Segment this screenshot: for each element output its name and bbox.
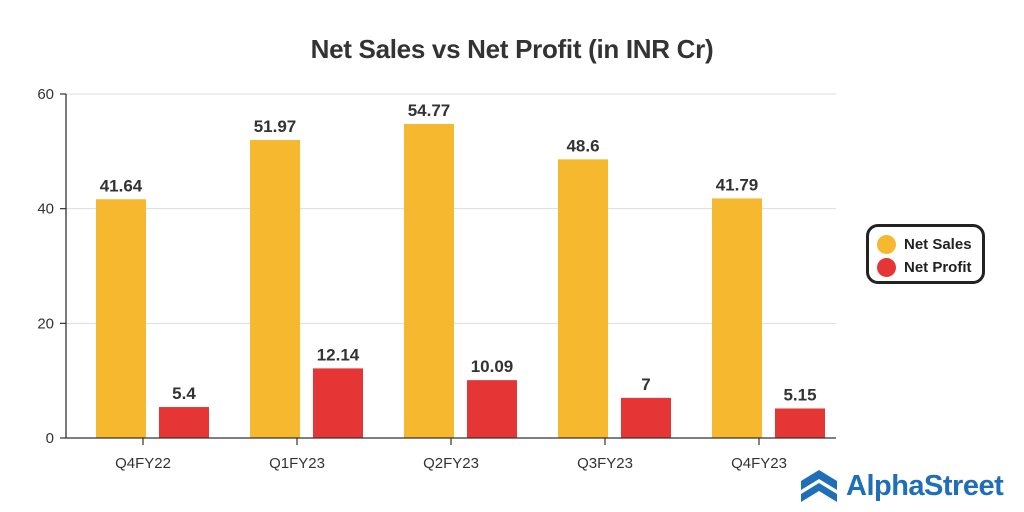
data-label: 5.15 — [783, 385, 816, 404]
bar-net-profit — [775, 408, 825, 438]
data-label: 12.14 — [317, 345, 360, 364]
bar-net-sales — [404, 123, 454, 438]
alphastreet-logo-icon — [801, 470, 837, 502]
ticks: 0 20 40 60 Q4FY22 Q1FY23 Q2FY23 Q3FY23 Q4FY23 — [37, 86, 787, 472]
y-tick-label: 60 — [37, 86, 54, 103]
x-tick-label: Q4FY22 — [115, 455, 171, 472]
data-label: 10.09 — [471, 357, 514, 376]
x-tick-label: Q1FY23 — [269, 455, 325, 472]
y-tick-label: 40 — [37, 201, 54, 218]
bar-net-profit — [467, 380, 517, 438]
legend-label-net-profit: Net Profit — [904, 259, 972, 276]
legend-swatch-net-profit — [877, 258, 896, 277]
x-tick-label: Q3FY23 — [577, 455, 633, 472]
data-label: 41.79 — [716, 175, 759, 194]
data-label: 5.4 — [172, 384, 196, 403]
brand-watermark: AlphaStreet — [800, 466, 1004, 506]
brand-name: AlphaStreet — [846, 469, 1004, 502]
legend: Net Sales Net Profit — [866, 224, 985, 284]
data-label: 51.97 — [254, 117, 297, 136]
data-label: 41.64 — [100, 176, 143, 195]
x-tick-label: Q4FY23 — [731, 455, 787, 472]
bar-net-profit — [313, 368, 363, 438]
x-tick-label: Q2FY23 — [423, 455, 479, 472]
y-tick-label: 0 — [46, 430, 54, 447]
bars — [96, 123, 825, 439]
legend-swatch-net-sales — [877, 235, 896, 254]
bar-net-profit — [159, 407, 209, 438]
legend-label-net-sales: Net Sales — [904, 236, 972, 253]
bar-net-sales — [558, 159, 608, 439]
bar-net-profit — [621, 397, 671, 438]
legend-item-net-sales: Net Sales — [877, 233, 982, 256]
legend-item-net-profit: Net Profit — [877, 256, 982, 279]
bar-net-sales — [712, 198, 762, 438]
bar-net-sales — [96, 199, 146, 438]
data-labels: 41.64 51.97 54.77 48.6 41.79 5.4 12.14 10.09 7 5.… — [100, 101, 817, 404]
data-label: 54.77 — [408, 101, 451, 120]
data-label: 48.6 — [566, 136, 599, 155]
data-label: 7 — [641, 375, 650, 394]
chart-title: Net Sales vs Net Profit (in INR Cr) — [310, 34, 714, 64]
bar-net-sales — [250, 140, 300, 438]
y-tick-label: 20 — [37, 315, 54, 332]
